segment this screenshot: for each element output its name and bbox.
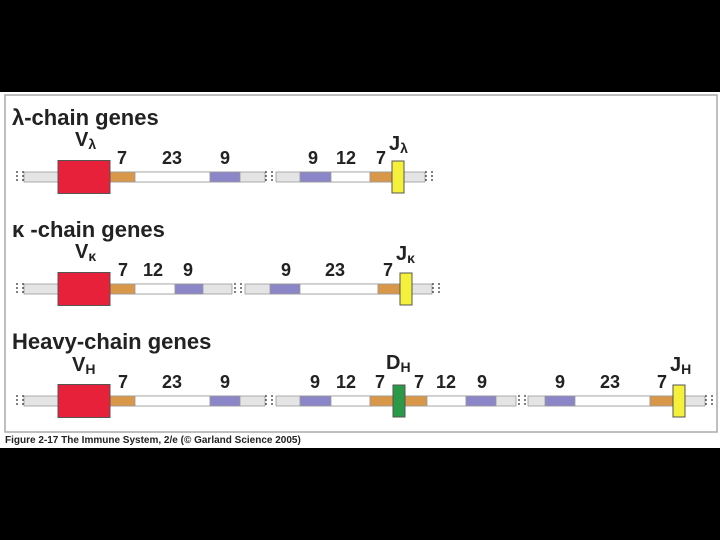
spacer-label: 7 [376,148,386,168]
spacer-label: 12 [336,372,356,392]
spacer-label: 7 [657,372,667,392]
gene-label: Vκ [75,241,96,264]
gene-subscript: H [85,361,95,377]
panel [0,92,720,448]
gene-subscript: H [681,361,691,377]
v-segment [57,384,111,418]
spacer-label: 9 [477,372,487,392]
segment [330,395,371,407]
segment [426,395,467,407]
gene-subscript: λ [88,136,96,152]
gene-label: DH [386,352,411,375]
spacer-label: 23 [600,372,620,392]
spacer-label: 7 [414,372,424,392]
spacer-label: 7 [375,372,385,392]
spacer-label: 7 [383,260,393,280]
gene-letter: J [396,243,407,265]
segment [404,395,428,407]
spacer-label: 9 [220,148,230,168]
spacer-label: 7 [118,260,128,280]
spacer-label: 9 [183,260,193,280]
segment [649,395,674,407]
gene-label: Jλ [389,133,408,156]
j-segment [672,384,686,418]
spacer-label: 7 [118,372,128,392]
spacer-label: 9 [310,372,320,392]
gene-label: Jκ [396,243,415,266]
spacer-label: 9 [281,260,291,280]
caption: Figure 2-17 The Immune System, 2/e (© Ga… [5,435,301,446]
gene-subscript: H [400,359,410,375]
gene-label: Vλ [75,129,96,152]
spacer-label: 12 [143,260,163,280]
section-title: κ -chain genes [12,217,165,242]
spacer-label: 9 [308,148,318,168]
d-segment [392,384,406,418]
gene-subscript: λ [400,140,408,156]
gene-letter: V [72,354,86,376]
j-segment [399,272,413,306]
segment [299,171,332,183]
segment [109,395,136,407]
gene-label: JH [670,354,691,377]
spacer-label: 23 [325,260,345,280]
spacer-label: 12 [336,148,356,168]
segment [544,395,576,407]
gene-letter: V [75,241,89,263]
spacer-label: 23 [162,148,182,168]
v-segment [57,160,111,194]
spacer-label: 23 [162,372,182,392]
spacer-label: 9 [220,372,230,392]
spacer-label: 9 [555,372,565,392]
segment [465,395,497,407]
segment [134,395,211,407]
gene-letter: J [670,354,681,376]
segment [299,283,379,295]
segment [134,171,211,183]
section-title: Heavy-chain genes [12,329,211,354]
gene-letter: D [386,352,400,374]
segment [174,283,204,295]
segment [109,283,136,295]
gene-subscript: κ [88,248,96,264]
segment [574,395,651,407]
frame [4,94,718,433]
gene-letter: V [75,129,89,151]
spacer-label: 12 [436,372,456,392]
gene-subscript: κ [407,250,415,266]
segment [209,171,241,183]
gene-label: VH [72,354,95,377]
segment [269,283,301,295]
section-title: λ-chain genes [12,105,159,130]
segment [377,283,401,295]
segment [209,395,241,407]
segment [109,171,136,183]
segment [369,171,393,183]
v-segment [57,272,111,306]
j-segment [391,160,405,194]
gene-letter: J [389,133,400,155]
segment [369,395,394,407]
segment [330,171,371,183]
segment [134,283,176,295]
segment [299,395,332,407]
spacer-label: 7 [117,148,127,168]
